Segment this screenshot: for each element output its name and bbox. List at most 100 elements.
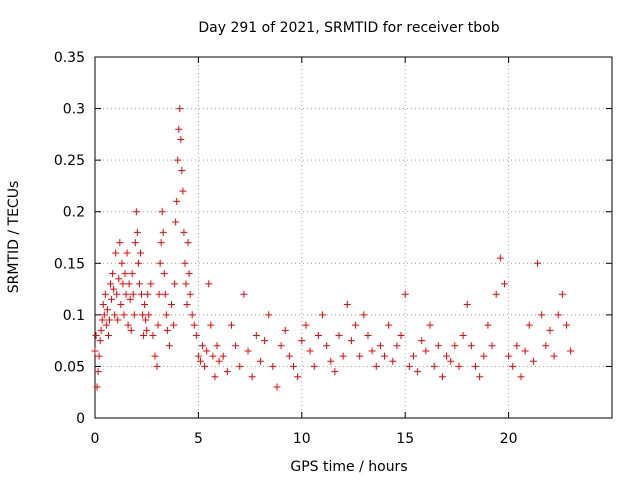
data-point-marker <box>155 290 163 298</box>
plot-area-frame <box>94 56 613 419</box>
data-point-marker <box>178 166 186 174</box>
data-point-marker <box>269 362 277 370</box>
axis-ticks: 0 0.05 0.1 0.15 0.2 0.25 0.3 0.35 0 5 10 15 20 <box>54 50 612 447</box>
data-point-marker <box>107 280 115 288</box>
data-point-marker <box>517 373 525 381</box>
data-point-marker <box>542 342 550 350</box>
data-point-marker <box>145 311 153 319</box>
data-point-marker <box>160 270 168 278</box>
data-point-marker <box>181 259 189 267</box>
data-point-marker <box>190 321 198 329</box>
data-point-marker <box>154 321 162 329</box>
x-tick-label: 0 <box>91 431 100 447</box>
data-point-marker <box>147 280 155 288</box>
data-point-marker <box>554 311 562 319</box>
data-point-marker <box>513 342 521 350</box>
data-point-marker <box>389 357 397 365</box>
data-point-marker <box>426 321 434 329</box>
data-point-marker <box>102 321 110 329</box>
data-point-marker <box>92 331 100 339</box>
data-point-marker <box>126 295 134 303</box>
x-axis-label: GPS time / hours <box>290 459 407 475</box>
data-point-marker <box>310 362 318 370</box>
data-point-marker <box>172 218 180 226</box>
data-point-marker <box>151 352 159 360</box>
data-point-marker <box>314 331 322 339</box>
data-point-marker <box>179 187 187 195</box>
data-point-marker <box>496 254 504 262</box>
data-point-marker <box>451 342 459 350</box>
data-point-marker <box>118 259 126 267</box>
data-point-marker <box>144 290 152 298</box>
data-point-marker <box>281 326 289 334</box>
data-point-marker <box>467 342 475 350</box>
data-point-marker <box>480 352 488 360</box>
data-point-marker <box>290 362 298 370</box>
data-point-marker <box>302 321 310 329</box>
data-point-marker <box>188 311 196 319</box>
data-point-marker <box>131 239 139 247</box>
x-tick-label: 10 <box>293 431 311 447</box>
data-point-marker <box>93 383 101 391</box>
data-point-marker <box>335 331 343 339</box>
data-point-marker <box>360 311 368 319</box>
data-point-marker <box>244 347 252 355</box>
data-point-marker <box>116 239 124 247</box>
data-point-marker <box>414 368 422 376</box>
data-point-marker <box>215 357 223 365</box>
data-point-marker <box>240 290 248 298</box>
data-point-marker <box>186 290 194 298</box>
data-point-marker <box>236 362 244 370</box>
data-point-marker <box>201 362 209 370</box>
data-point-marker <box>381 352 389 360</box>
data-point-marker <box>294 373 302 381</box>
data-point-marker <box>306 347 314 355</box>
data-point-marker <box>134 259 142 267</box>
data-point-marker <box>232 342 240 350</box>
data-point-marker <box>142 316 150 324</box>
data-point-marker <box>364 331 372 339</box>
data-point-marker <box>149 331 157 339</box>
data-point-marker <box>298 337 306 345</box>
data-point-marker <box>117 301 125 309</box>
data-point-marker <box>205 280 213 288</box>
data-point-marker <box>252 331 260 339</box>
data-point-marker <box>104 331 112 339</box>
data-point-marker <box>110 285 118 293</box>
data-point-marker <box>273 383 281 391</box>
data-point-marker <box>158 208 166 216</box>
data-point-marker <box>376 342 384 350</box>
data-point-marker <box>175 125 183 133</box>
data-point-marker <box>521 347 529 355</box>
data-point-marker <box>94 368 102 376</box>
data-point-marker <box>356 352 364 360</box>
y-tick-label: 0.1 <box>63 308 85 324</box>
data-point-marker <box>125 280 133 288</box>
data-point-marker <box>488 342 496 350</box>
data-point-marker <box>331 368 339 376</box>
data-point-marker <box>248 373 256 381</box>
data-point-marker <box>194 352 202 360</box>
data-point-marker <box>99 301 107 309</box>
data-point-marker <box>484 321 492 329</box>
data-point-marker <box>171 280 179 288</box>
data-point-marker <box>100 311 108 319</box>
y-tick-label: 0.05 <box>54 359 85 375</box>
data-point-marker <box>372 362 380 370</box>
data-point-marker <box>129 290 137 298</box>
data-point-marker <box>97 326 105 334</box>
data-point-marker <box>159 228 167 236</box>
data-point-marker <box>538 311 546 319</box>
data-point-marker <box>347 337 355 345</box>
data-point-marker <box>327 357 335 365</box>
data-point-marker <box>256 357 264 365</box>
data-point-marker <box>105 316 113 324</box>
data-point-marker <box>138 290 146 298</box>
x-tick-label: 5 <box>194 431 203 447</box>
data-point-marker <box>103 306 111 314</box>
data-point-marker <box>422 347 430 355</box>
data-point-marker <box>161 290 169 298</box>
data-point-marker <box>141 301 149 309</box>
data-point-marker <box>196 357 204 365</box>
